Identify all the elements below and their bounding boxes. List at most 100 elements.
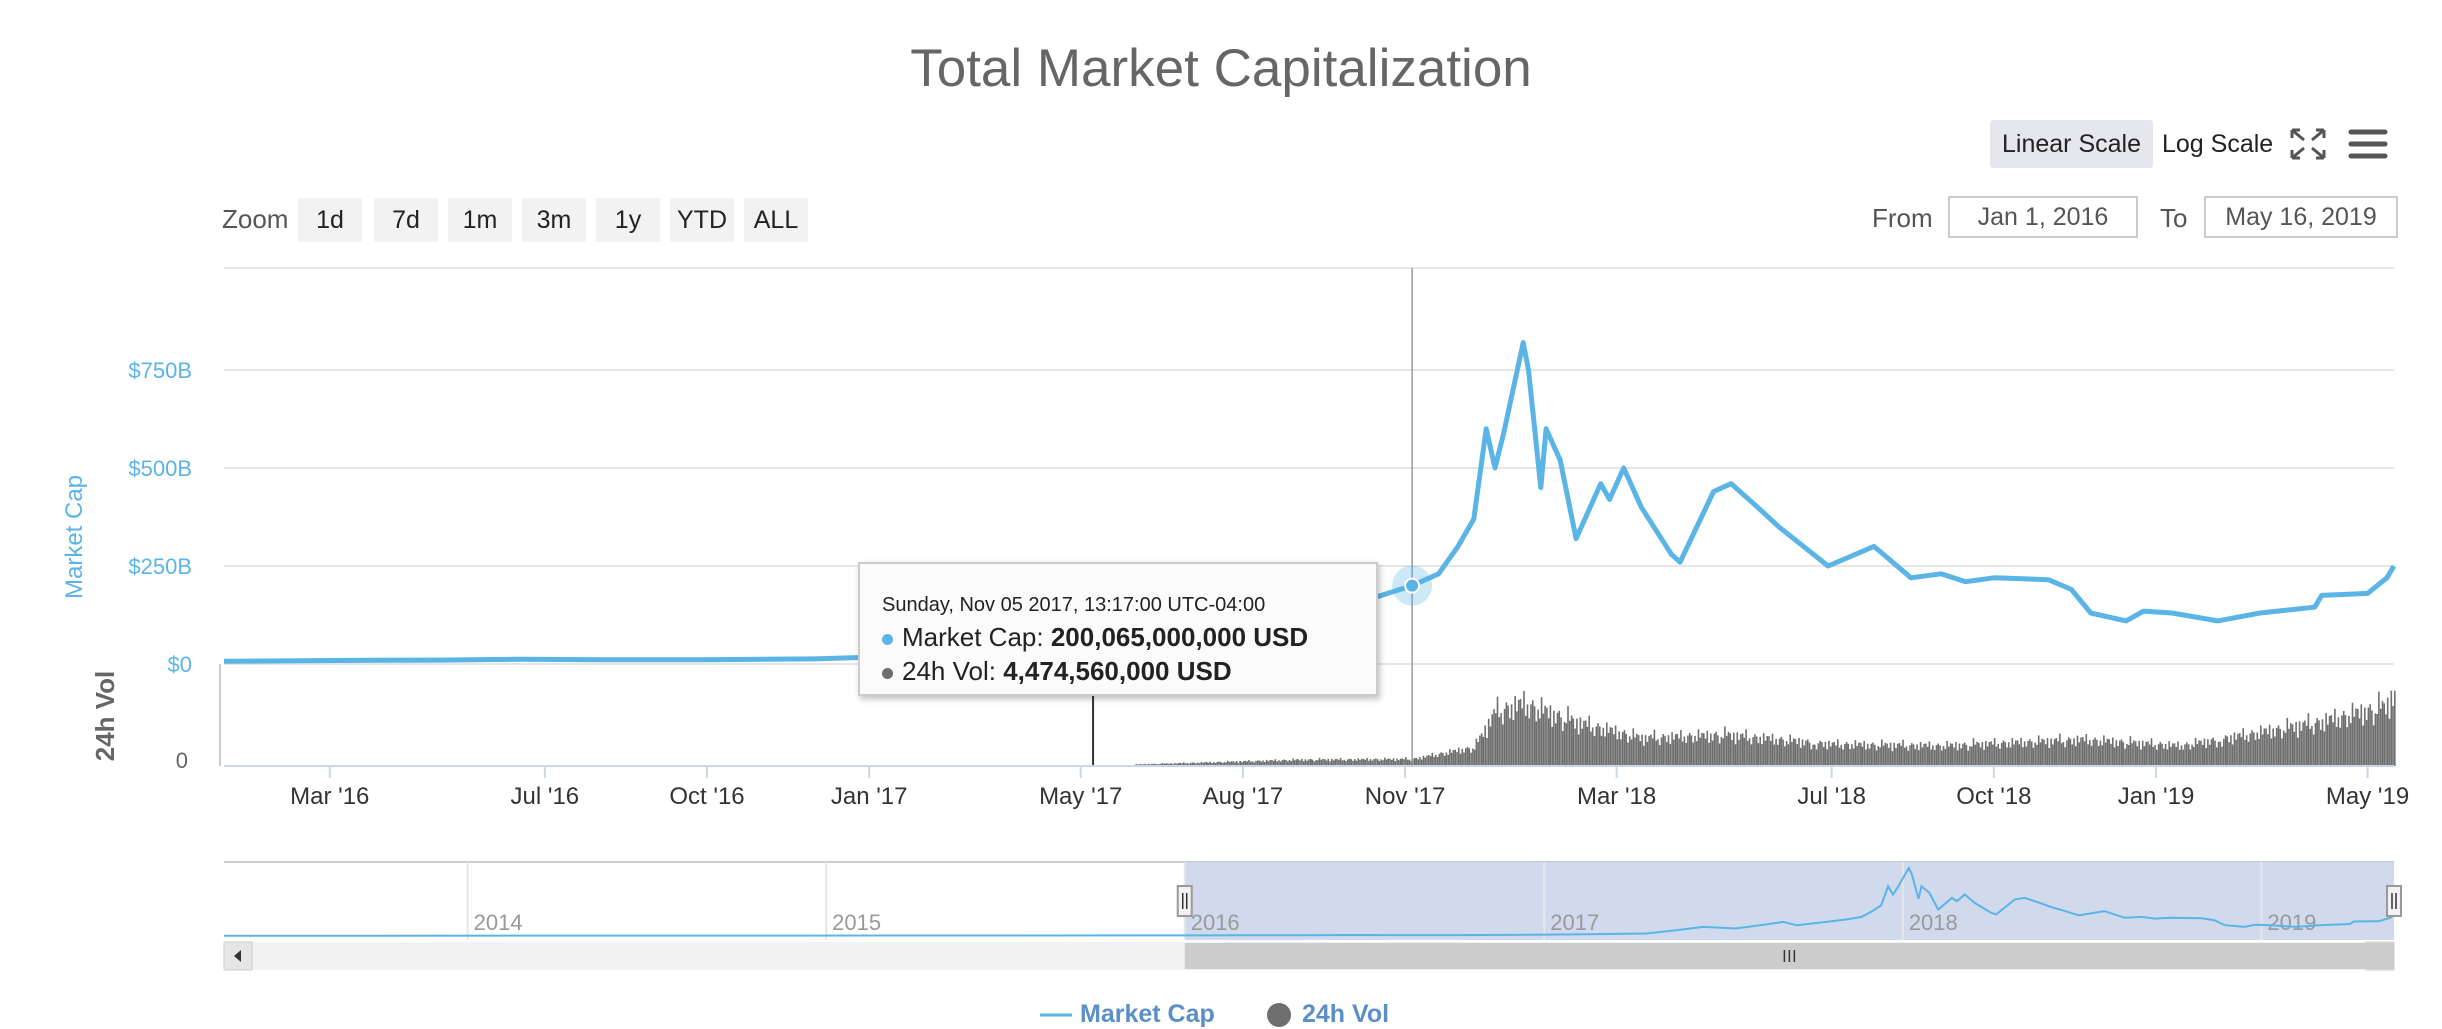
volume-column [1956, 750, 1959, 766]
zoom-1m-button[interactable]: 1m [448, 198, 512, 242]
volume-column [1986, 746, 1989, 766]
volume-column [1715, 731, 1717, 766]
volume-column [2342, 711, 2345, 766]
x-tick-label: May '17 [1039, 783, 1122, 810]
log-scale-button[interactable]: Log Scale [2162, 130, 2274, 158]
y-tick-label: $0 [168, 652, 192, 677]
volume-column [2152, 746, 2155, 766]
volume-column [1602, 727, 1605, 766]
volume-column [2272, 728, 2274, 766]
volume-column [1554, 723, 1557, 766]
volume-column [1764, 740, 1767, 766]
volume-column [1207, 762, 1210, 766]
volume-column [1151, 763, 1153, 766]
volume-column [1225, 762, 1227, 766]
volume-column [1371, 760, 1374, 766]
volume-column [1524, 715, 1527, 766]
volume-column [1424, 757, 1427, 766]
volume-column [2092, 739, 2095, 766]
volume-column [1197, 762, 1199, 766]
zoom-1y-button[interactable]: 1y [596, 198, 660, 242]
volume-column [1313, 761, 1315, 766]
volume-column [2078, 742, 2081, 766]
volume-column [1466, 746, 1469, 766]
legend-item-market-cap[interactable]: Market Cap [1040, 1000, 1215, 1029]
volume-column [1935, 745, 1938, 766]
volume-column [2154, 745, 2156, 766]
volume-column [1872, 742, 1874, 766]
volume-column [2240, 737, 2243, 766]
navigator-left-handle[interactable] [1176, 885, 1193, 917]
volume-column [1563, 721, 1566, 766]
zoom-3m-button[interactable]: 3m [522, 198, 586, 242]
fullscreen-icon[interactable] [2286, 124, 2330, 164]
volume-column [2307, 713, 2310, 766]
volume-column [2177, 741, 2179, 766]
navigator-right-handle[interactable] [2386, 885, 2402, 917]
volume-column [2108, 739, 2110, 766]
volume-column [1484, 725, 1486, 766]
volume-column [2023, 741, 2026, 766]
legend-item-24h-vol[interactable]: 24h Vol [1266, 1000, 1389, 1029]
volume-column [1516, 711, 1518, 766]
range-to-input[interactable] [2204, 196, 2398, 238]
zoom-7d-button[interactable]: 7d [374, 198, 438, 242]
volume-column [1183, 762, 1185, 766]
volume-column [2260, 725, 2262, 766]
linear-scale-button[interactable]: Linear Scale [1990, 120, 2153, 168]
zoom-1d-button[interactable]: 1d [298, 198, 362, 242]
volume-column [2205, 748, 2207, 766]
volume-column [1824, 741, 1827, 766]
volume-column [1161, 763, 1164, 766]
volume-column [1463, 752, 1465, 766]
volume-column [1422, 755, 1425, 766]
volume-column [1653, 729, 1656, 766]
volume-column [1368, 760, 1370, 766]
volume-column [2388, 718, 2391, 766]
volume-column [1292, 758, 1294, 766]
volume-column [1258, 760, 1261, 766]
volume-column [2265, 728, 2267, 766]
volume-column [1251, 761, 1254, 766]
volume-column [1271, 760, 1273, 766]
scrollbar[interactable] [223, 941, 2395, 971]
zoom-ytd-button[interactable]: YTD [670, 198, 734, 242]
volume-column [1193, 762, 1196, 766]
volume-column [1412, 759, 1414, 766]
volume-column [2263, 728, 2266, 766]
volume-column [1755, 736, 1758, 766]
volume-column [1235, 761, 1238, 766]
legend-label-market-cap: Market Cap [1080, 1000, 1215, 1028]
x-tick-label: Jan '17 [831, 783, 908, 810]
volume-column [2203, 738, 2206, 766]
handle-body [2386, 885, 2402, 917]
volume-column [1315, 760, 1317, 766]
zoom-all-button[interactable]: ALL [744, 198, 808, 242]
volume-column [1851, 744, 1853, 766]
volume-column [1618, 731, 1620, 766]
volume-column [2057, 741, 2059, 766]
volume-column [1879, 747, 1881, 766]
volume-column [1223, 762, 1226, 766]
volume-column [1452, 750, 1455, 766]
volume-column [1833, 742, 1835, 766]
volume-column [2045, 744, 2047, 766]
volume-column [2138, 740, 2140, 766]
volume-column [1819, 740, 1821, 766]
volume-column [1870, 743, 1873, 766]
volume-column [1419, 757, 1421, 766]
volume-column [1884, 742, 1887, 766]
x-tick-label: Jul '16 [511, 783, 580, 810]
volume-column [1345, 761, 1347, 766]
navigator-year-label: 2018 [1909, 910, 1958, 935]
range-from-input[interactable] [1948, 196, 2138, 238]
volume-column [1290, 761, 1293, 766]
volume-column [1858, 742, 1860, 766]
volume-column [2332, 722, 2334, 766]
volume-column [1993, 738, 1996, 766]
volume-column [1366, 758, 1368, 766]
hamburger-menu-icon[interactable] [2346, 124, 2390, 164]
volume-column [1643, 745, 1645, 766]
navigator[interactable]: 2014 2015 2016 2017 2018 2019 [223, 861, 2402, 940]
arrow-left-icon [234, 950, 241, 962]
